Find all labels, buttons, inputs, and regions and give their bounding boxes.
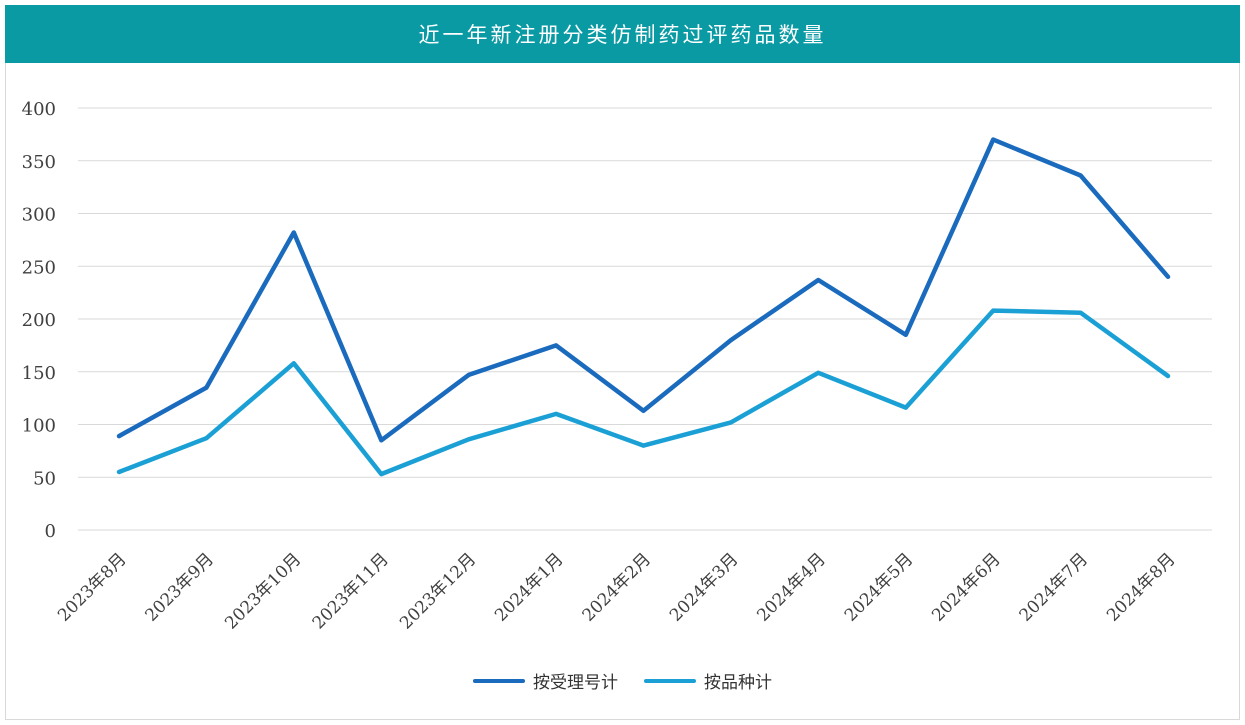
chart-title: 近一年新注册分类仿制药过评药品数量 <box>418 23 827 47</box>
x-tick-label: 2024年1月 <box>491 549 567 625</box>
chart-title-bar: 近一年新注册分类仿制药过评药品数量 <box>5 5 1240 63</box>
legend-swatch-series-1 <box>473 678 525 683</box>
x-tick-label: 2024年6月 <box>928 549 1004 625</box>
legend-label-series-2: 按品种计 <box>704 673 772 693</box>
x-tick-label: 2024年2月 <box>579 549 655 625</box>
x-tick-label: 2024年5月 <box>841 549 917 625</box>
y-tick-label: 250 <box>22 257 56 278</box>
legend-item-series-1: 按受理号计 <box>473 668 618 693</box>
y-tick-label: 300 <box>22 205 56 226</box>
x-tick-label: 2024年4月 <box>753 549 829 625</box>
legend-swatch-series-2 <box>644 678 696 683</box>
chart-frame <box>5 5 1240 720</box>
x-tick-label: 2024年7月 <box>1016 549 1092 625</box>
x-tick-label: 2023年8月 <box>54 549 130 625</box>
x-tick-label: 2024年3月 <box>666 549 742 625</box>
y-tick-label: 350 <box>22 152 56 173</box>
y-tick-label: 100 <box>22 416 56 437</box>
legend: 按受理号计 按品种计 <box>0 668 1245 693</box>
y-tick-label: 150 <box>22 363 56 384</box>
x-tick-label: 2023年10月 <box>221 549 305 633</box>
x-tick-label: 2023年11月 <box>309 549 393 633</box>
y-tick-label: 50 <box>33 468 56 489</box>
series-line-1 <box>116 137 1171 443</box>
legend-item-series-2: 按品种计 <box>644 668 772 693</box>
y-tick-label: 200 <box>22 310 56 331</box>
y-tick-label: 0 <box>45 521 56 542</box>
y-tick-label: 400 <box>22 99 56 120</box>
series-line-2 <box>116 308 1171 477</box>
x-tick-label: 2023年12月 <box>396 549 480 633</box>
legend-label-series-1: 按受理号计 <box>533 673 618 693</box>
x-tick-label: 2023年9月 <box>142 549 218 625</box>
x-tick-label: 2024年8月 <box>1103 549 1179 625</box>
